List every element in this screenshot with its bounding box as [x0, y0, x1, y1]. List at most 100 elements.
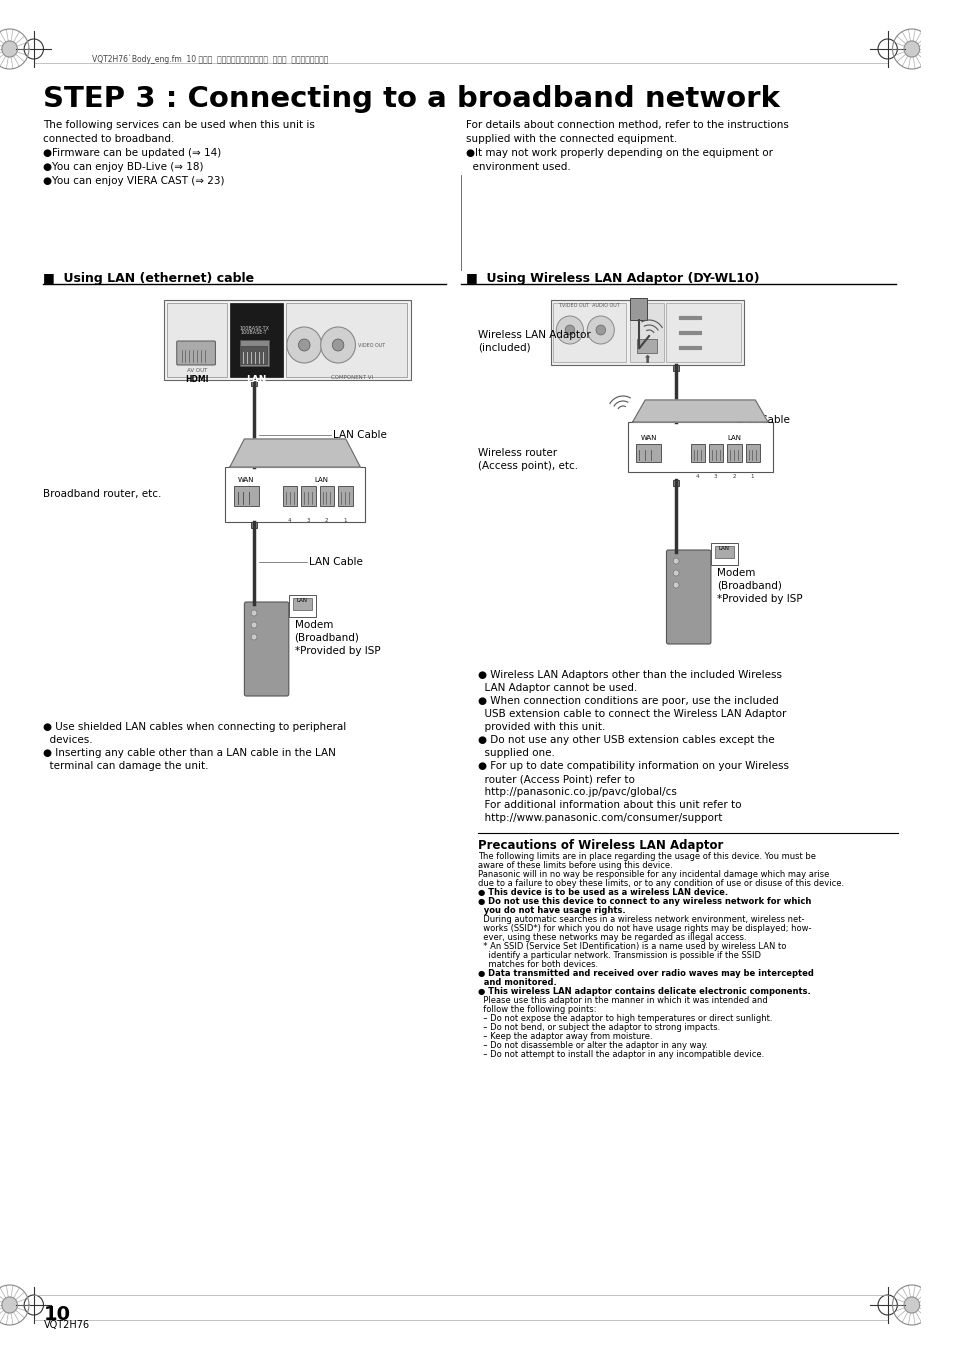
Text: ● Do not use any other USB extension cables except the: ● Do not use any other USB extension cab… [477, 735, 774, 744]
Text: During automatic searches in a wireless network environment, wireless net-: During automatic searches in a wireless … [477, 915, 803, 924]
Text: follow the following points:: follow the following points: [477, 1005, 596, 1015]
Text: (Broadband): (Broadband) [294, 634, 359, 643]
Polygon shape [2, 1297, 17, 1313]
Polygon shape [632, 400, 767, 422]
Text: *Provided by ISP: *Provided by ISP [716, 594, 801, 604]
Bar [225, 467, 365, 521]
Bar [690, 444, 704, 462]
Text: The following services can be used when this unit is: The following services can be used when … [44, 120, 315, 130]
Bar [553, 303, 625, 362]
Text: ●You can enjoy BD-Live (⇒ 18): ●You can enjoy BD-Live (⇒ 18) [44, 162, 204, 172]
Bar [251, 380, 256, 386]
Text: ever, using these networks may be regarded as illegal access.: ever, using these networks may be regard… [477, 934, 746, 942]
Text: ● Use shielded LAN cables when connecting to peripheral: ● Use shielded LAN cables when connectin… [44, 721, 346, 732]
Polygon shape [903, 1297, 919, 1313]
Bar [673, 480, 679, 486]
Text: LAN: LAN [719, 546, 729, 551]
Bar [301, 486, 315, 507]
Text: Broadband router, etc.: Broadband router, etc. [44, 489, 162, 499]
Bar [635, 444, 660, 462]
Bar [289, 594, 315, 617]
Text: 2: 2 [324, 517, 328, 523]
Text: ● For up to date compatibility information on your Wireless: ● For up to date compatibility informati… [477, 761, 788, 771]
Text: VQT2H76`Body_eng.fm  10 ページ  ２００９年１２月１０日  木曜日  午前１０晏４７分: VQT2H76`Body_eng.fm 10 ページ ２００９年１２月１０日 木… [91, 55, 328, 65]
Text: works (SSID*) for which you do not have usage rights may be displayed; how-: works (SSID*) for which you do not have … [477, 924, 811, 934]
Text: LAN Cable: LAN Cable [309, 557, 362, 567]
Polygon shape [230, 439, 360, 467]
Text: LAN: LAN [296, 598, 308, 603]
Text: supplied with the connected equipment.: supplied with the connected equipment. [465, 134, 676, 145]
Bar [293, 598, 312, 611]
Bar [673, 422, 679, 428]
Text: For details about connection method, refer to the instructions: For details about connection method, ref… [465, 120, 787, 130]
Text: 3: 3 [306, 517, 310, 523]
Bar [673, 553, 679, 558]
Bar [164, 300, 410, 380]
Bar [251, 467, 256, 473]
Text: ● When connection conditions are poor, use the included: ● When connection conditions are poor, u… [477, 696, 778, 707]
Text: provided with this unit.: provided with this unit. [477, 721, 605, 732]
Circle shape [564, 326, 574, 335]
Text: *Provided by ISP: *Provided by ISP [294, 646, 380, 657]
Bar [714, 546, 733, 558]
Bar [726, 444, 741, 462]
Text: LAN Cable: LAN Cable [333, 430, 387, 440]
FancyBboxPatch shape [244, 603, 289, 696]
Text: ●Firmware can be updated (⇒ 14): ●Firmware can be updated (⇒ 14) [44, 149, 221, 158]
Circle shape [251, 621, 256, 628]
Text: USB extension cable to connect the Wireless LAN Adaptor: USB extension cable to connect the Wirel… [477, 709, 785, 719]
Text: LAN Adaptor cannot be used.: LAN Adaptor cannot be used. [477, 684, 637, 693]
Text: LAN: LAN [726, 435, 740, 440]
Text: Wireless router: Wireless router [477, 449, 557, 458]
Text: LAN: LAN [314, 477, 328, 484]
Text: VIDEO OUT: VIDEO OUT [358, 343, 385, 349]
Text: ● Data transmitted and received over radio waves may be intercepted: ● Data transmitted and received over rad… [477, 969, 813, 978]
Circle shape [251, 634, 256, 640]
Circle shape [596, 326, 605, 335]
Bar [251, 604, 256, 611]
Text: – Do not disassemble or alter the adaptor in any way.: – Do not disassemble or alter the adapto… [477, 1042, 707, 1050]
Polygon shape [903, 41, 919, 57]
Text: you do not have usage rights.: you do not have usage rights. [477, 907, 625, 915]
Circle shape [298, 339, 310, 351]
Text: 4: 4 [288, 517, 292, 523]
Bar [550, 300, 743, 365]
Bar [666, 303, 740, 362]
Text: terminal can damage the unit.: terminal can damage the unit. [44, 761, 209, 771]
Text: – Do not expose the adaptor to high temperatures or direct sunlight.: – Do not expose the adaptor to high temp… [477, 1015, 772, 1023]
Text: ● Wireless LAN Adaptors other than the included Wireless: ● Wireless LAN Adaptors other than the i… [477, 670, 781, 680]
Text: 100BASE-TX: 100BASE-TX [239, 326, 269, 331]
Text: Modem: Modem [716, 567, 754, 578]
Text: Precautions of Wireless LAN Adaptor: Precautions of Wireless LAN Adaptor [477, 839, 722, 852]
Bar [239, 340, 268, 366]
Text: ● This wireless LAN adaptor contains delicate electronic components.: ● This wireless LAN adaptor contains del… [477, 988, 810, 996]
Text: identify a particular network. Transmission is possible if the SSID: identify a particular network. Transmiss… [477, 951, 760, 961]
Text: WAN: WAN [238, 477, 254, 484]
Text: due to a failure to obey these limits, or to any condition of use or disuse of t: due to a failure to obey these limits, o… [477, 880, 843, 888]
Bar [230, 303, 283, 377]
Bar [673, 365, 679, 372]
FancyBboxPatch shape [176, 340, 215, 365]
Text: ■  Using LAN (ethernet) cable: ■ Using LAN (ethernet) cable [44, 272, 254, 285]
Circle shape [673, 582, 679, 588]
Circle shape [673, 558, 679, 563]
Text: ● This device is to be used as a wireless LAN device.: ● This device is to be used as a wireles… [477, 888, 727, 897]
Bar [629, 303, 663, 362]
Text: For additional information about this unit refer to: For additional information about this un… [477, 800, 740, 811]
Text: WAN: WAN [640, 435, 657, 440]
Text: ●You can enjoy VIERA CAST (⇒ 23): ●You can enjoy VIERA CAST (⇒ 23) [44, 176, 225, 186]
Text: LAN: LAN [246, 376, 266, 384]
Bar [627, 422, 772, 471]
Text: aware of these limits before using this device.: aware of these limits before using this … [477, 861, 672, 870]
Text: Please use this adaptor in the manner in which it was intended and: Please use this adaptor in the manner in… [477, 996, 767, 1005]
Text: 100BASE-T: 100BASE-T [240, 330, 267, 335]
Text: 1: 1 [750, 474, 754, 480]
Bar [629, 299, 646, 320]
Text: The following limits are in place regarding the usage of this device. You must b: The following limits are in place regard… [477, 852, 815, 861]
Text: Modem: Modem [294, 620, 333, 630]
Circle shape [587, 316, 614, 345]
Text: T.VIDEO OUT  AUDIO OUT: T.VIDEO OUT AUDIO OUT [558, 303, 619, 308]
Text: STEP 3 : Connecting to a broadband network: STEP 3 : Connecting to a broadband netwo… [44, 85, 780, 113]
Text: 1: 1 [343, 517, 346, 523]
Bar [167, 303, 227, 377]
